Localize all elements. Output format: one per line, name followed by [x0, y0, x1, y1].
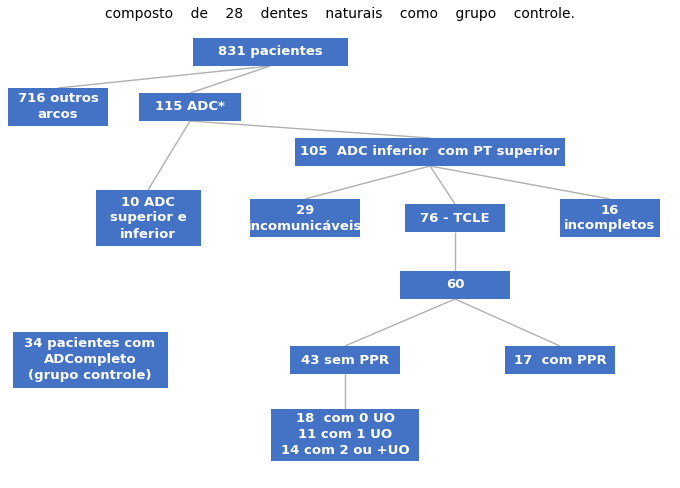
FancyBboxPatch shape — [400, 271, 510, 299]
Text: 17  com PPR: 17 com PPR — [513, 353, 607, 366]
Text: 29
incomunicáveis: 29 incomunicáveis — [248, 203, 362, 232]
Text: 10 ADC
superior e
inferior: 10 ADC superior e inferior — [109, 196, 186, 241]
Text: 16
incompletos: 16 incompletos — [564, 203, 656, 232]
Text: 115 ADC*: 115 ADC* — [155, 101, 225, 114]
FancyBboxPatch shape — [12, 332, 167, 388]
Text: 716 outros
arcos: 716 outros arcos — [18, 93, 99, 122]
Text: 105  ADC inferior  com PT superior: 105 ADC inferior com PT superior — [300, 145, 560, 159]
FancyBboxPatch shape — [560, 199, 660, 237]
FancyBboxPatch shape — [295, 138, 565, 166]
FancyBboxPatch shape — [250, 199, 360, 237]
FancyBboxPatch shape — [290, 346, 400, 374]
FancyBboxPatch shape — [139, 93, 241, 121]
Text: 34 pacientes com
ADCompleto
(grupo controle): 34 pacientes com ADCompleto (grupo contr… — [24, 338, 156, 383]
Text: 60: 60 — [446, 279, 464, 291]
Text: composto    de    28    dentes    naturais    como    grupo    controle.: composto de 28 dentes naturais como grup… — [105, 7, 575, 21]
Text: 43 sem PPR: 43 sem PPR — [301, 353, 389, 366]
Text: 76 - TCLE: 76 - TCLE — [420, 211, 490, 224]
FancyBboxPatch shape — [271, 409, 419, 461]
Text: 831 pacientes: 831 pacientes — [218, 45, 322, 59]
FancyBboxPatch shape — [8, 88, 108, 126]
FancyBboxPatch shape — [95, 190, 201, 246]
Text: 18  com 0 UO
11 com 1 UO
14 com 2 ou +UO: 18 com 0 UO 11 com 1 UO 14 com 2 ou +UO — [281, 412, 409, 458]
FancyBboxPatch shape — [505, 346, 615, 374]
FancyBboxPatch shape — [192, 38, 347, 66]
FancyBboxPatch shape — [405, 204, 505, 232]
